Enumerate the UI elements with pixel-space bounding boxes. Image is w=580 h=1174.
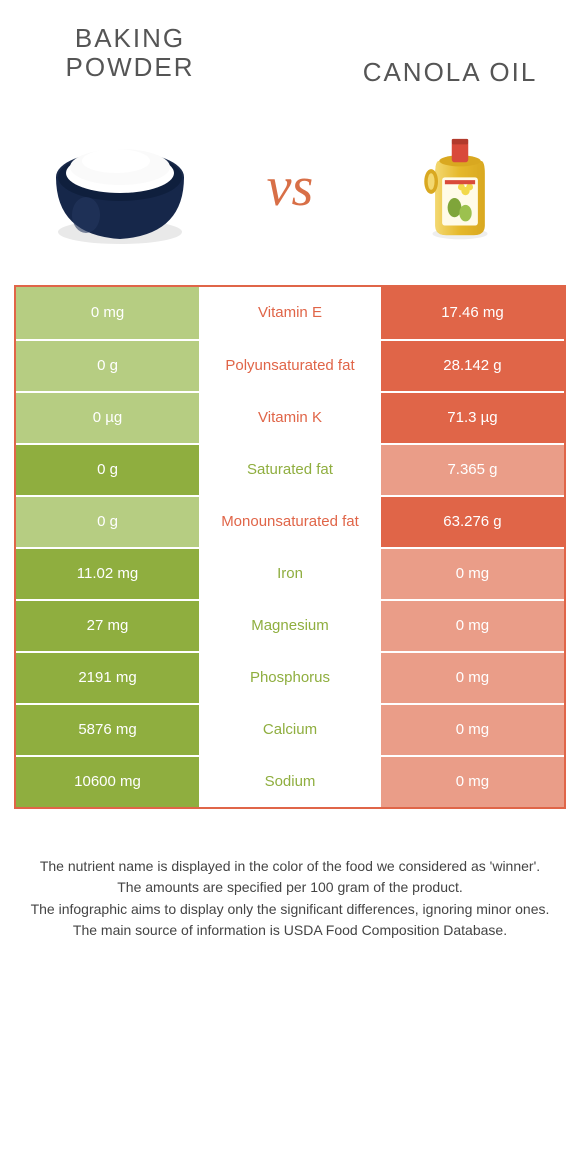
canola-oil-image — [380, 107, 540, 267]
right-value: 17.46 mg — [381, 287, 564, 339]
nutrient-name: Phosphorus — [199, 653, 381, 703]
left-value: 27 mg — [16, 601, 199, 651]
table-row: 5876 mgCalcium0 mg — [16, 703, 564, 755]
table-row: 0 gPolyunsaturated fat28.142 g — [16, 339, 564, 391]
nutrient-name: Vitamin K — [199, 393, 381, 443]
footnote-line: The infographic aims to display only the… — [30, 900, 550, 920]
title-text: Baking — [75, 23, 185, 53]
nutrient-name: Sodium — [199, 757, 381, 807]
left-product-title: Baking powder — [30, 24, 230, 81]
left-value: 0 g — [16, 445, 199, 495]
right-value: 0 mg — [381, 601, 564, 651]
title-text: powder — [66, 52, 195, 82]
right-product-title: Canola oil — [350, 58, 550, 87]
right-value: 0 mg — [381, 549, 564, 599]
footnote-line: The main source of information is USDA F… — [30, 921, 550, 941]
nutrient-table: 0 mgVitamin E17.46 mg0 gPolyunsaturated … — [14, 285, 566, 809]
table-row: 11.02 mgIron0 mg — [16, 547, 564, 599]
right-value: 71.3 µg — [381, 393, 564, 443]
right-value: 0 mg — [381, 757, 564, 807]
nutrient-name: Polyunsaturated fat — [199, 341, 381, 391]
nutrient-name: Magnesium — [199, 601, 381, 651]
nutrient-name: Iron — [199, 549, 381, 599]
table-row: 2191 mgPhosphorus0 mg — [16, 651, 564, 703]
nutrient-name: Saturated fat — [199, 445, 381, 495]
table-row: 10600 mgSodium0 mg — [16, 755, 564, 807]
left-value: 0 mg — [16, 287, 199, 339]
nutrient-name: Vitamin E — [199, 287, 381, 339]
left-value: 10600 mg — [16, 757, 199, 807]
baking-powder-image — [40, 107, 200, 267]
footnote-line: The nutrient name is displayed in the co… — [30, 857, 550, 877]
footnotes: The nutrient name is displayed in the co… — [0, 809, 580, 941]
right-value: 28.142 g — [381, 341, 564, 391]
left-value: 0 g — [16, 341, 199, 391]
right-value: 0 mg — [381, 705, 564, 755]
table-row: 0 gSaturated fat7.365 g — [16, 443, 564, 495]
table-row: 0 gMonounsaturated fat63.276 g — [16, 495, 564, 547]
table-row: 0 mgVitamin E17.46 mg — [16, 287, 564, 339]
nutrient-name: Calcium — [199, 705, 381, 755]
vs-label: vs — [267, 155, 314, 219]
table-row: 0 µgVitamin K71.3 µg — [16, 391, 564, 443]
right-value: 0 mg — [381, 653, 564, 703]
left-value: 0 g — [16, 497, 199, 547]
footnote-line: The amounts are specified per 100 gram o… — [30, 878, 550, 898]
right-value: 7.365 g — [381, 445, 564, 495]
left-value: 2191 mg — [16, 653, 199, 703]
nutrient-name: Monounsaturated fat — [199, 497, 381, 547]
images-row: vs — [0, 97, 580, 285]
left-value: 0 µg — [16, 393, 199, 443]
left-value: 11.02 mg — [16, 549, 199, 599]
header: Baking powder Canola oil — [0, 0, 580, 97]
right-value: 63.276 g — [381, 497, 564, 547]
table-row: 27 mgMagnesium0 mg — [16, 599, 564, 651]
left-value: 5876 mg — [16, 705, 199, 755]
